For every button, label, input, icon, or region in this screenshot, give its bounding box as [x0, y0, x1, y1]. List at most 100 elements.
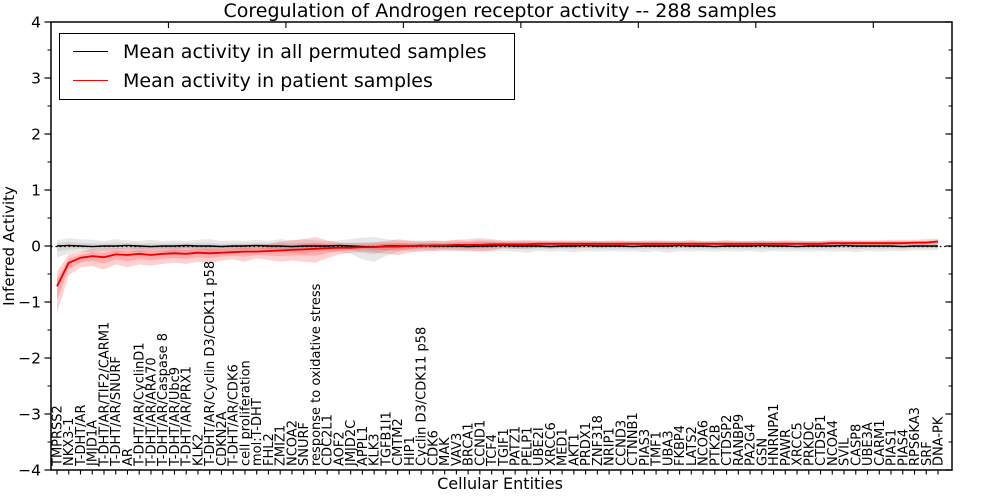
entity-tick-label: SRF [920, 441, 935, 466]
entity-tick-label: mol:T-DHT [250, 398, 265, 466]
entity-tick-label: TCF4 [485, 434, 500, 467]
entity-tick-label: CCND1 [473, 420, 488, 466]
mean-permuted-line [56, 244, 938, 248]
y-axis-tick-label: 1 [31, 182, 41, 200]
entity-tick-label: JMJD1A [86, 420, 101, 467]
entity-tick-label: PIAS1 [885, 429, 900, 466]
entity-tick-label: TGFB1I1 [379, 411, 394, 467]
entity-tick-label: T-DHT/AR/ARA70 [145, 357, 160, 467]
entity-tick-label: ZNF318 [591, 415, 606, 466]
entity-tick-label: XRCC5 [791, 422, 806, 466]
entity-tick-label: T-DHT/AR [74, 405, 89, 467]
entity-tick-label: PRDX1 [579, 422, 594, 466]
legend-label-patient: Mean activity in patient samples [123, 69, 433, 92]
entity-tick-label: T-DHT/AR/Cyclin D3/CDK11 p58 [203, 261, 218, 467]
entity-tick-label: GSN [755, 438, 770, 466]
entity-tick-label: T-DHT/AR/SNURF [109, 356, 124, 467]
entity-tick-label: T-DHT/AR/PRX1 [180, 366, 195, 467]
entity-tick-label: NCOA4 [826, 420, 841, 466]
patient-band-outer [57, 237, 938, 314]
entity-tick-label: PELP1 [520, 427, 535, 466]
entity-tick-label: KLK2 [192, 433, 207, 466]
entity-tick-label: PATZ1 [509, 426, 524, 466]
entity-tick-label: CDK6 [426, 430, 441, 466]
entity-tick-label: PIAS4 [896, 429, 911, 466]
entity-tick-label: NRIP1 [603, 427, 618, 466]
entity-tick-label: CASP8 [849, 424, 864, 466]
entity-tick-label: CTDSP1 [814, 415, 829, 466]
entity-tick-label: FKBP4 [673, 425, 688, 466]
entity-tick-label: cell proliferation [238, 360, 253, 466]
entity-tick-label: UBA3 [661, 430, 676, 466]
entity-tick-label: CTNNB1 [626, 412, 641, 466]
y-axis-tick-label: 2 [31, 126, 41, 144]
entity-tick-label: FHL2 [262, 433, 277, 466]
entity-tick-label: VAV3 [450, 433, 465, 466]
patient-line-sample [73, 80, 108, 81]
entity-tick-label: TMPRSS2 [51, 405, 66, 467]
entity-tick-label: BRCA1 [462, 422, 477, 466]
entity-tick-label: TMF1 [650, 431, 665, 467]
entity-tick-label: KLK3 [368, 433, 383, 466]
entity-tick-label: APPL1 [356, 426, 371, 466]
entity-tick-label: UBE3A [861, 422, 876, 466]
y-axis-tick-label: 0 [31, 238, 41, 256]
entity-tick-label: JMJD2C [344, 420, 359, 467]
entity-tick-label: NKX3-1 [62, 418, 77, 466]
entity-tick-label: CDKN2A [215, 411, 230, 466]
entity-tick-label: PIAS3 [638, 429, 653, 466]
y-axis-tick-label: −3 [18, 406, 41, 424]
entity-tick-label: AOF2 [332, 431, 347, 466]
entity-tick-label: NCOA6 [697, 420, 712, 466]
entity-tick-label: RANBP9 [732, 414, 747, 466]
entity-tick-label: CARM1 [873, 420, 888, 467]
legend-item-patient: Mean activity in patient samples [60, 66, 514, 95]
entity-tick-label: DNA-PK [932, 416, 947, 466]
entity-tick-label: ZMIZ1 [274, 425, 289, 466]
entity-tick-label: T-DHT/AR/CyclinD1 [133, 342, 148, 467]
entity-tick-label: PA2G4 [744, 423, 759, 466]
entity-tick-label: PTK2B [708, 425, 723, 467]
entity-tick-label: Cyclin D3/CDK11 p58 [415, 327, 430, 466]
y-axis-tick-label: 3 [31, 70, 41, 88]
entity-tick-label: CDC2L1 [321, 414, 336, 466]
entity-tick-label: PRKDC [802, 422, 817, 466]
y-axis-tick-label: −1 [18, 294, 41, 312]
y-axis-tick-label: 4 [31, 14, 41, 32]
legend-item-permuted: Mean activity in all permuted samples [60, 37, 514, 66]
legend-label-permuted: Mean activity in all permuted samples [123, 40, 487, 63]
entity-tick-label: T-DHT/AR/TIF2/CARM1 [98, 322, 113, 467]
chart-title: Coregulation of Androgen receptor activi… [223, 0, 777, 22]
x-axis-label: Cellular Entities [437, 474, 563, 493]
entity-tick-label: PAWR [779, 429, 794, 466]
y-axis-tick-label: −4 [18, 462, 41, 480]
entity-tick-label: XRCC6 [544, 422, 559, 466]
permuted-band-inner [57, 241, 938, 255]
entity-tick-label: T-DHT/AR/Caspase 8 [156, 333, 171, 467]
permuted-line-sample [73, 51, 108, 52]
y-axis-tick-label: −2 [18, 350, 41, 368]
patient-band-inner [57, 240, 938, 300]
entity-tick-label: CMTM2 [391, 418, 406, 466]
entity-tick-label: HNRNPA1 [767, 404, 782, 466]
entity-tick-label: SVIL [838, 437, 853, 466]
entity-tick-label: UBE2I [532, 427, 547, 466]
entity-tick-label: CCND3 [614, 420, 629, 466]
entity-tick-label: AKT1 [567, 433, 582, 466]
legend-box: Mean activity in all permuted samples Me… [59, 33, 515, 100]
entity-tick-label: SNURF [297, 422, 312, 466]
entity-tick-label: MED1 [556, 428, 571, 466]
entity-tick-label: CTDSP2 [720, 415, 735, 466]
entity-tick-label: LATS2 [685, 426, 700, 466]
entity-tick-label: T-DHT/AR/Ubc9 [168, 367, 183, 467]
entity-tick-label: MAK [438, 437, 453, 466]
entity-tick-label: NCOA2 [285, 420, 300, 466]
entity-tick-label: RPS6KA3 [908, 407, 923, 466]
entity-tick-label: HIP1 [403, 436, 418, 466]
entity-tick-label: TGIF1 [497, 428, 512, 467]
entity-tick-label: response to oxidative stress [309, 283, 324, 466]
entity-tick-label: AR [121, 448, 136, 466]
entity-tick-label: T-DHT/AR/CDK6 [227, 364, 242, 467]
